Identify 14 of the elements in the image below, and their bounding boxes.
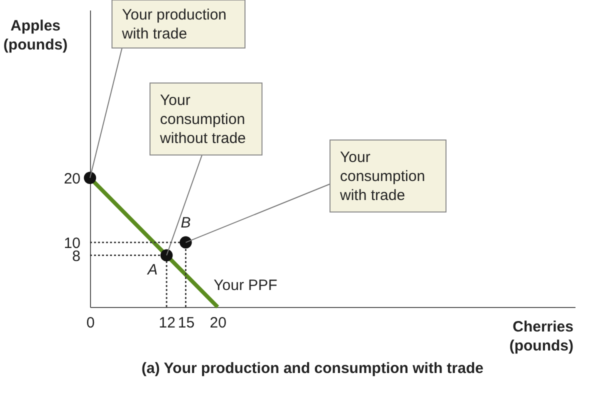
x-tick-label: 20	[210, 314, 226, 332]
y-axis-title: Apples (pounds)	[3, 18, 68, 54]
y-tick-label: 20	[64, 170, 80, 188]
annotation: Your production with trade	[121, 6, 227, 42]
x-tick-label: 15	[178, 314, 195, 332]
x-tick-label: 0	[86, 314, 95, 332]
text: (a) Your production and consumption with trade	[142, 360, 484, 377]
series-label: Your PPF	[214, 277, 278, 294]
annotation: A	[146, 261, 158, 278]
x-axis-title: Cherries (pounds)	[509, 318, 574, 354]
annotation: B	[180, 214, 191, 232]
x-tick-label: 12	[158, 314, 176, 332]
annotation: Your consumption with trade	[339, 149, 426, 204]
annotation: Your consumption without trade	[159, 92, 246, 147]
